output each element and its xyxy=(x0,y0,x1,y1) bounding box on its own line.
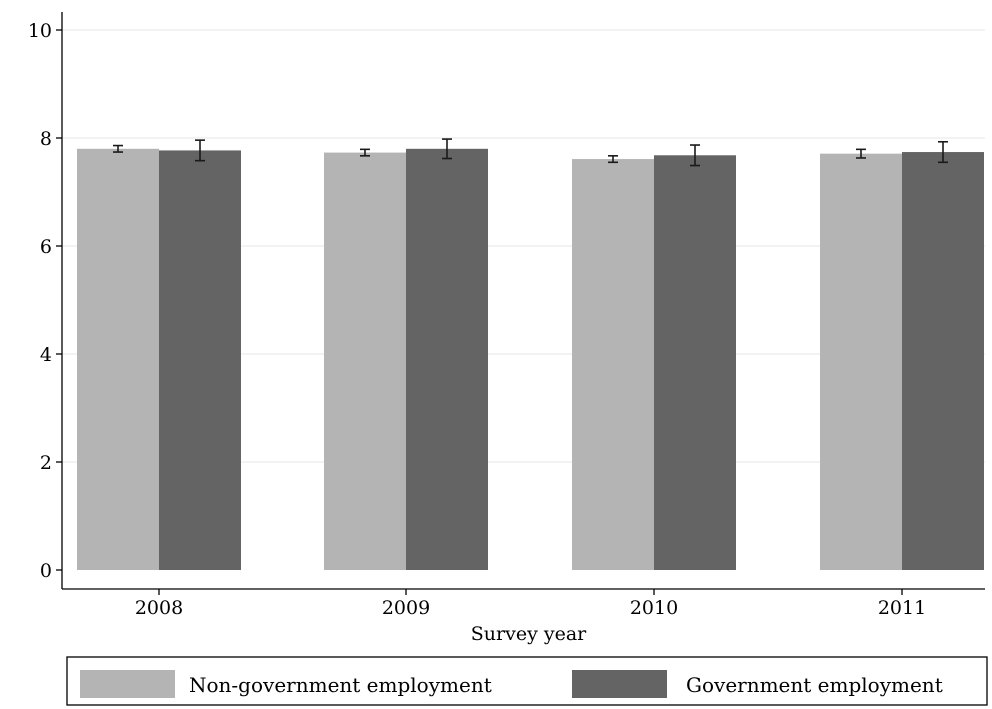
legend-label-series-1: Non-government employment xyxy=(189,673,492,697)
bar-2008-series-1 xyxy=(77,148,159,571)
x-tick-label-2010: 2010 xyxy=(630,597,678,619)
bar-2009-series-1 xyxy=(324,152,406,570)
y-tick-label-5: 10 xyxy=(28,20,52,42)
x-tick-label-2011: 2011 xyxy=(878,597,926,619)
y-tick-label-1: 2 xyxy=(40,452,52,474)
bar-2010-series-2 xyxy=(654,155,736,570)
y-tick-label-4: 8 xyxy=(40,128,52,150)
y-tick-label-3: 6 xyxy=(40,236,52,258)
x-tick-label-2008: 2008 xyxy=(135,597,183,619)
legend-swatch-series-2 xyxy=(572,670,667,698)
bar-2011-series-1 xyxy=(820,153,902,570)
bar-2008-series-2 xyxy=(159,150,241,571)
legend-label-series-2: Government employment xyxy=(686,673,943,697)
bar-2009-series-2 xyxy=(406,148,488,571)
x-tick-label-2009: 2009 xyxy=(382,597,430,619)
bar-2010-series-1 xyxy=(572,159,654,570)
x-axis-title: Survey year xyxy=(471,623,587,645)
legend-box xyxy=(66,656,988,706)
y-tick-label-0: 0 xyxy=(40,560,52,582)
legend-swatch-series-1 xyxy=(80,670,175,698)
y-tick-label-2: 4 xyxy=(40,344,52,366)
bar-2011-series-2 xyxy=(902,152,984,571)
